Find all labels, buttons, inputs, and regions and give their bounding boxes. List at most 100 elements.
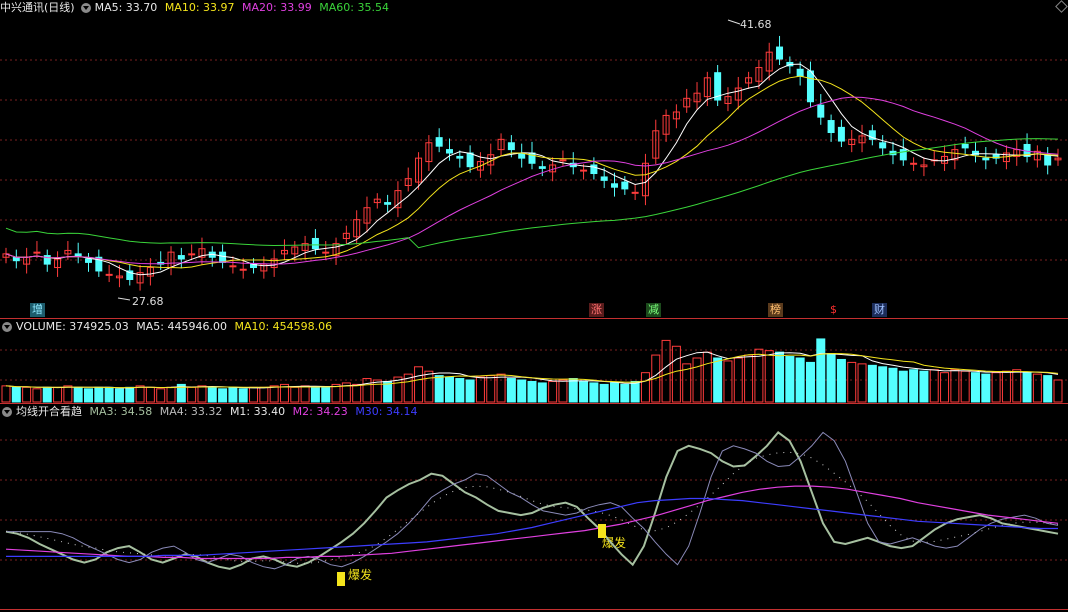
volume-ma10-line	[5, 352, 1059, 389]
volume-bar-41	[424, 370, 434, 403]
event-marker-dollar[interactable]: $	[830, 303, 837, 316]
indicator-m2-label: M2: 34.23	[292, 405, 348, 418]
volume-bar-93	[960, 370, 970, 403]
volume-bar-29	[300, 385, 310, 403]
indicator-title[interactable]: 均线开合看趋	[16, 405, 82, 418]
event-marker-榜[interactable]: 榜	[768, 303, 783, 317]
candle-body-67	[693, 92, 701, 103]
volume-bar-74	[764, 350, 774, 403]
volume-bar-30	[310, 386, 320, 403]
volume-bar-44	[455, 378, 465, 403]
volume-bar-40	[414, 366, 424, 403]
volume-bar-85	[878, 366, 888, 403]
candle-body-71	[734, 87, 742, 101]
indicator-m1-line	[5, 451, 1059, 564]
event-marker-增[interactable]: 增	[30, 303, 45, 317]
event-marker-涨[interactable]: 涨	[589, 303, 604, 317]
volume-bar-13	[135, 385, 145, 403]
volume-bar-56	[579, 380, 589, 403]
candle-body-69	[714, 72, 722, 101]
volume-bar-71	[733, 357, 743, 403]
volume-bar-39	[403, 373, 413, 403]
indicator-m1-label: M1: 33.40	[229, 405, 286, 418]
volume-bar-99	[1022, 372, 1032, 403]
volume-bar-55	[568, 378, 578, 403]
volume-bar-14	[145, 386, 155, 403]
candle-body-21	[219, 251, 227, 263]
volume-bar-61	[630, 380, 640, 403]
candle-body-87	[899, 149, 907, 161]
candle-body-27	[280, 249, 288, 255]
candle-body-14	[146, 267, 154, 277]
candle-body-65	[672, 111, 680, 120]
indicator-m30-label: M30: 34.14	[355, 405, 418, 418]
candle-body-19	[198, 248, 206, 258]
candle-body-18	[188, 253, 196, 256]
indicator-ma4-line	[6, 431, 1059, 570]
candle-body-29	[301, 243, 309, 251]
volume-bar-0	[1, 385, 11, 403]
volume-bar-96	[991, 372, 1001, 403]
candle-body-26	[270, 258, 278, 269]
candle-body-3	[33, 251, 41, 254]
volume-panel-header: VOLUME: 374925.03 MA5: 445946.00 MA10: 4…	[0, 319, 336, 335]
candle-body-37	[384, 202, 392, 205]
stock-title[interactable]: 中兴通讯(日线)	[0, 1, 75, 14]
volume-bar-77	[795, 357, 805, 403]
candle-body-100	[1033, 150, 1041, 161]
candle-body-57	[590, 164, 598, 175]
candle-body-10	[105, 273, 113, 276]
candle-body-81	[837, 126, 845, 142]
candle-body-66	[683, 97, 691, 108]
volume-bar-102	[1053, 379, 1063, 403]
volume-bar-28	[290, 386, 300, 403]
volume-bar-27	[279, 383, 289, 403]
indicator-m30-line	[6, 497, 1058, 557]
candle-body-54	[559, 159, 567, 162]
candle-body-72	[745, 77, 753, 84]
volume-bar-45	[465, 379, 475, 403]
volume-bar-15	[156, 388, 166, 403]
candle-body-6	[64, 249, 72, 255]
candle-body-80	[827, 120, 835, 134]
candle-body-48	[497, 138, 505, 151]
volume-bar-38	[393, 376, 403, 403]
event-marker-财[interactable]: 财	[872, 303, 887, 317]
volume-bar-31	[321, 386, 331, 403]
candle-body-52	[538, 166, 546, 169]
settings-toggle-icon[interactable]	[80, 2, 91, 13]
volume-bar-80	[826, 353, 836, 403]
signal-label-1: 爆发	[348, 568, 373, 582]
candle-body-77	[796, 68, 804, 77]
indicator-toggle-icon[interactable]	[2, 406, 12, 417]
candle-body-78	[806, 70, 814, 103]
candle-body-89	[920, 164, 928, 168]
volume-bar-51	[527, 380, 537, 403]
volume-bar-98	[1012, 369, 1022, 403]
candle-body-92	[951, 149, 959, 161]
volume-bar-46	[475, 376, 485, 403]
candle-body-85	[879, 142, 887, 149]
ma20-line	[5, 96, 1059, 265]
candle-body-43	[445, 149, 453, 154]
event-marker-减[interactable]: 减	[646, 303, 661, 317]
candle-body-74	[765, 51, 773, 72]
volume-bar-25	[259, 386, 269, 403]
volume-bar-50	[517, 379, 527, 403]
candle-body-39	[404, 178, 412, 186]
candle-body-8	[85, 258, 93, 263]
volume-bar-21	[218, 388, 228, 403]
candle-body-49	[507, 142, 515, 151]
volume-bar-12	[125, 386, 135, 403]
volume-bar-66	[682, 363, 692, 403]
volume-toggle-icon[interactable]	[2, 321, 12, 332]
candle-body-70	[724, 96, 732, 104]
volume-bar-63	[651, 354, 661, 403]
ma10-label: MA10: 33.97	[164, 1, 235, 14]
volume-bar-48	[496, 373, 506, 403]
candle-body-35	[363, 207, 371, 224]
low-price-pointer	[117, 297, 131, 301]
candle-body-61	[631, 191, 639, 194]
candle-body-73	[755, 67, 763, 82]
